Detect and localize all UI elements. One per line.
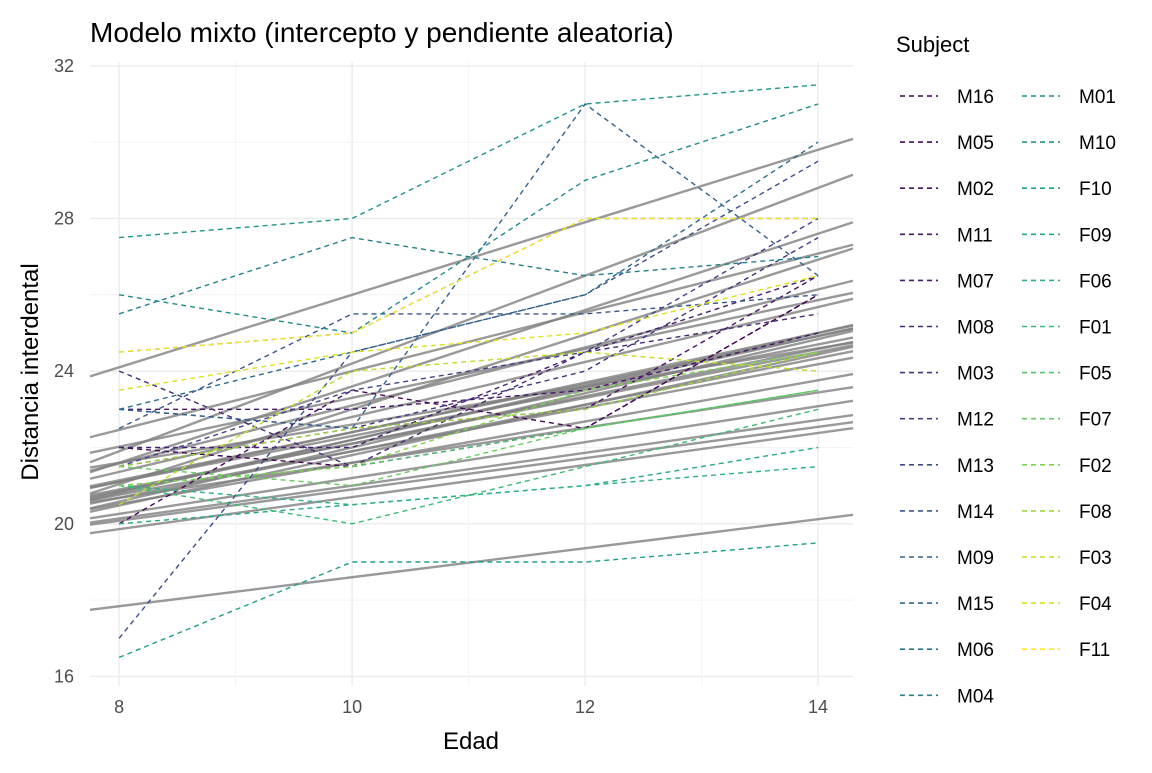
y-tick-label: 20 [54, 514, 74, 534]
legend-label-m06: M06 [957, 640, 994, 661]
fitted-line [89, 426, 854, 535]
legend-label-m15: M15 [957, 594, 994, 615]
series-line-f07 [119, 389, 819, 487]
legend-label-m01: M01 [1079, 87, 1116, 108]
series-line-f08 [118, 351, 819, 468]
x-tick-label: 12 [575, 697, 595, 717]
x-axis-label: Edad [443, 728, 499, 755]
legend-label-f10: F10 [1079, 179, 1112, 200]
axes-layer: 8 10 12 14 16 20 24 28 32 [54, 56, 828, 717]
legend-label-m07: M07 [957, 271, 994, 292]
fitted-line [89, 173, 854, 464]
series-line-f05 [119, 389, 819, 487]
series-line-m12 [118, 217, 819, 468]
fitted-line [89, 350, 854, 505]
plot-panel [89, 62, 854, 686]
fitted-line [89, 297, 854, 480]
legend-label-m04: M04 [957, 686, 994, 707]
series-line-m11 [119, 332, 819, 410]
fitted-line [89, 243, 854, 439]
series-line-m13 [118, 160, 819, 639]
observed-lines-layer [118, 84, 819, 659]
legend-label-m03: M03 [957, 364, 994, 385]
series-line-f04 [118, 275, 819, 391]
legend-label-m02: M02 [957, 179, 994, 200]
fitted-line [89, 372, 854, 511]
fitted-line [89, 324, 854, 490]
series-line-m07 [119, 275, 819, 449]
y-tick-label: 16 [54, 666, 74, 686]
fitted-line [89, 356, 854, 502]
legend-label-f05: F05 [1079, 364, 1112, 385]
series-line-m09 [119, 103, 819, 430]
series-line-m10 [119, 84, 819, 239]
series-line-m15 [118, 141, 819, 410]
legend-label-m09: M09 [957, 548, 994, 569]
x-tick-label: 10 [342, 697, 362, 717]
fitted-line [89, 386, 854, 504]
fitted-line [89, 247, 854, 495]
legend-label-f01: F01 [1079, 318, 1112, 339]
legend-label-m16: M16 [957, 87, 994, 108]
y-tick-label: 28 [54, 208, 74, 228]
fitted-line [89, 137, 854, 378]
legend-label-f09: F09 [1079, 225, 1112, 246]
x-tick-label: 8 [114, 697, 124, 717]
series-line-m04 [118, 236, 819, 315]
y-axis-label: Distancia interdental [17, 263, 44, 480]
series-line-m08 [118, 313, 819, 468]
legend-label-m05: M05 [957, 133, 994, 154]
legend-label-m11: M11 [957, 225, 993, 246]
fitted-line [89, 399, 854, 520]
legend-label-m08: M08 [957, 318, 994, 339]
fitted-line [89, 221, 854, 474]
legend-label-f02: F02 [1079, 456, 1112, 477]
series-line-f11 [119, 217, 819, 353]
fitted-line [89, 291, 854, 454]
legend-label-m13: M13 [957, 456, 994, 477]
legend-title: Subject [896, 32, 969, 57]
legend-label-m12: M12 [957, 410, 994, 431]
legend-label-m10: M10 [1079, 133, 1116, 154]
legend-label-f11: F11 [1079, 640, 1110, 661]
chart-title: Modelo mixto (intercepto y pendiente ale… [90, 17, 674, 48]
fitted-line [89, 420, 854, 526]
series-line-m01 [118, 103, 819, 334]
legend-items: M16 M05 M02 M11 M07 M08 M03 M12 M13 M14 M09 M15 M06 M… [900, 87, 1116, 707]
fitted-lines-layer [89, 137, 854, 612]
y-tick-label: 32 [54, 56, 74, 76]
y-tick-label: 24 [54, 361, 74, 381]
series-line-f09 [119, 446, 819, 525]
legend: Subject M16 M05 M02 M11 M07 M08 M03 M12 M13 M14 M0… [896, 32, 1116, 707]
legend-label-m14: M14 [957, 502, 994, 523]
legend-label-f04: F04 [1079, 594, 1112, 615]
series-line-f02 [119, 351, 819, 487]
legend-label-f03: F03 [1079, 548, 1112, 569]
fitted-line [89, 344, 854, 497]
x-tick-label: 14 [808, 697, 828, 717]
fitted-line [89, 413, 854, 524]
series-line-f01 [118, 408, 819, 525]
legend-label-f08: F08 [1079, 502, 1112, 523]
legend-label-f07: F07 [1079, 410, 1112, 431]
legend-label-f06: F06 [1079, 271, 1112, 292]
fitted-line [89, 279, 854, 472]
